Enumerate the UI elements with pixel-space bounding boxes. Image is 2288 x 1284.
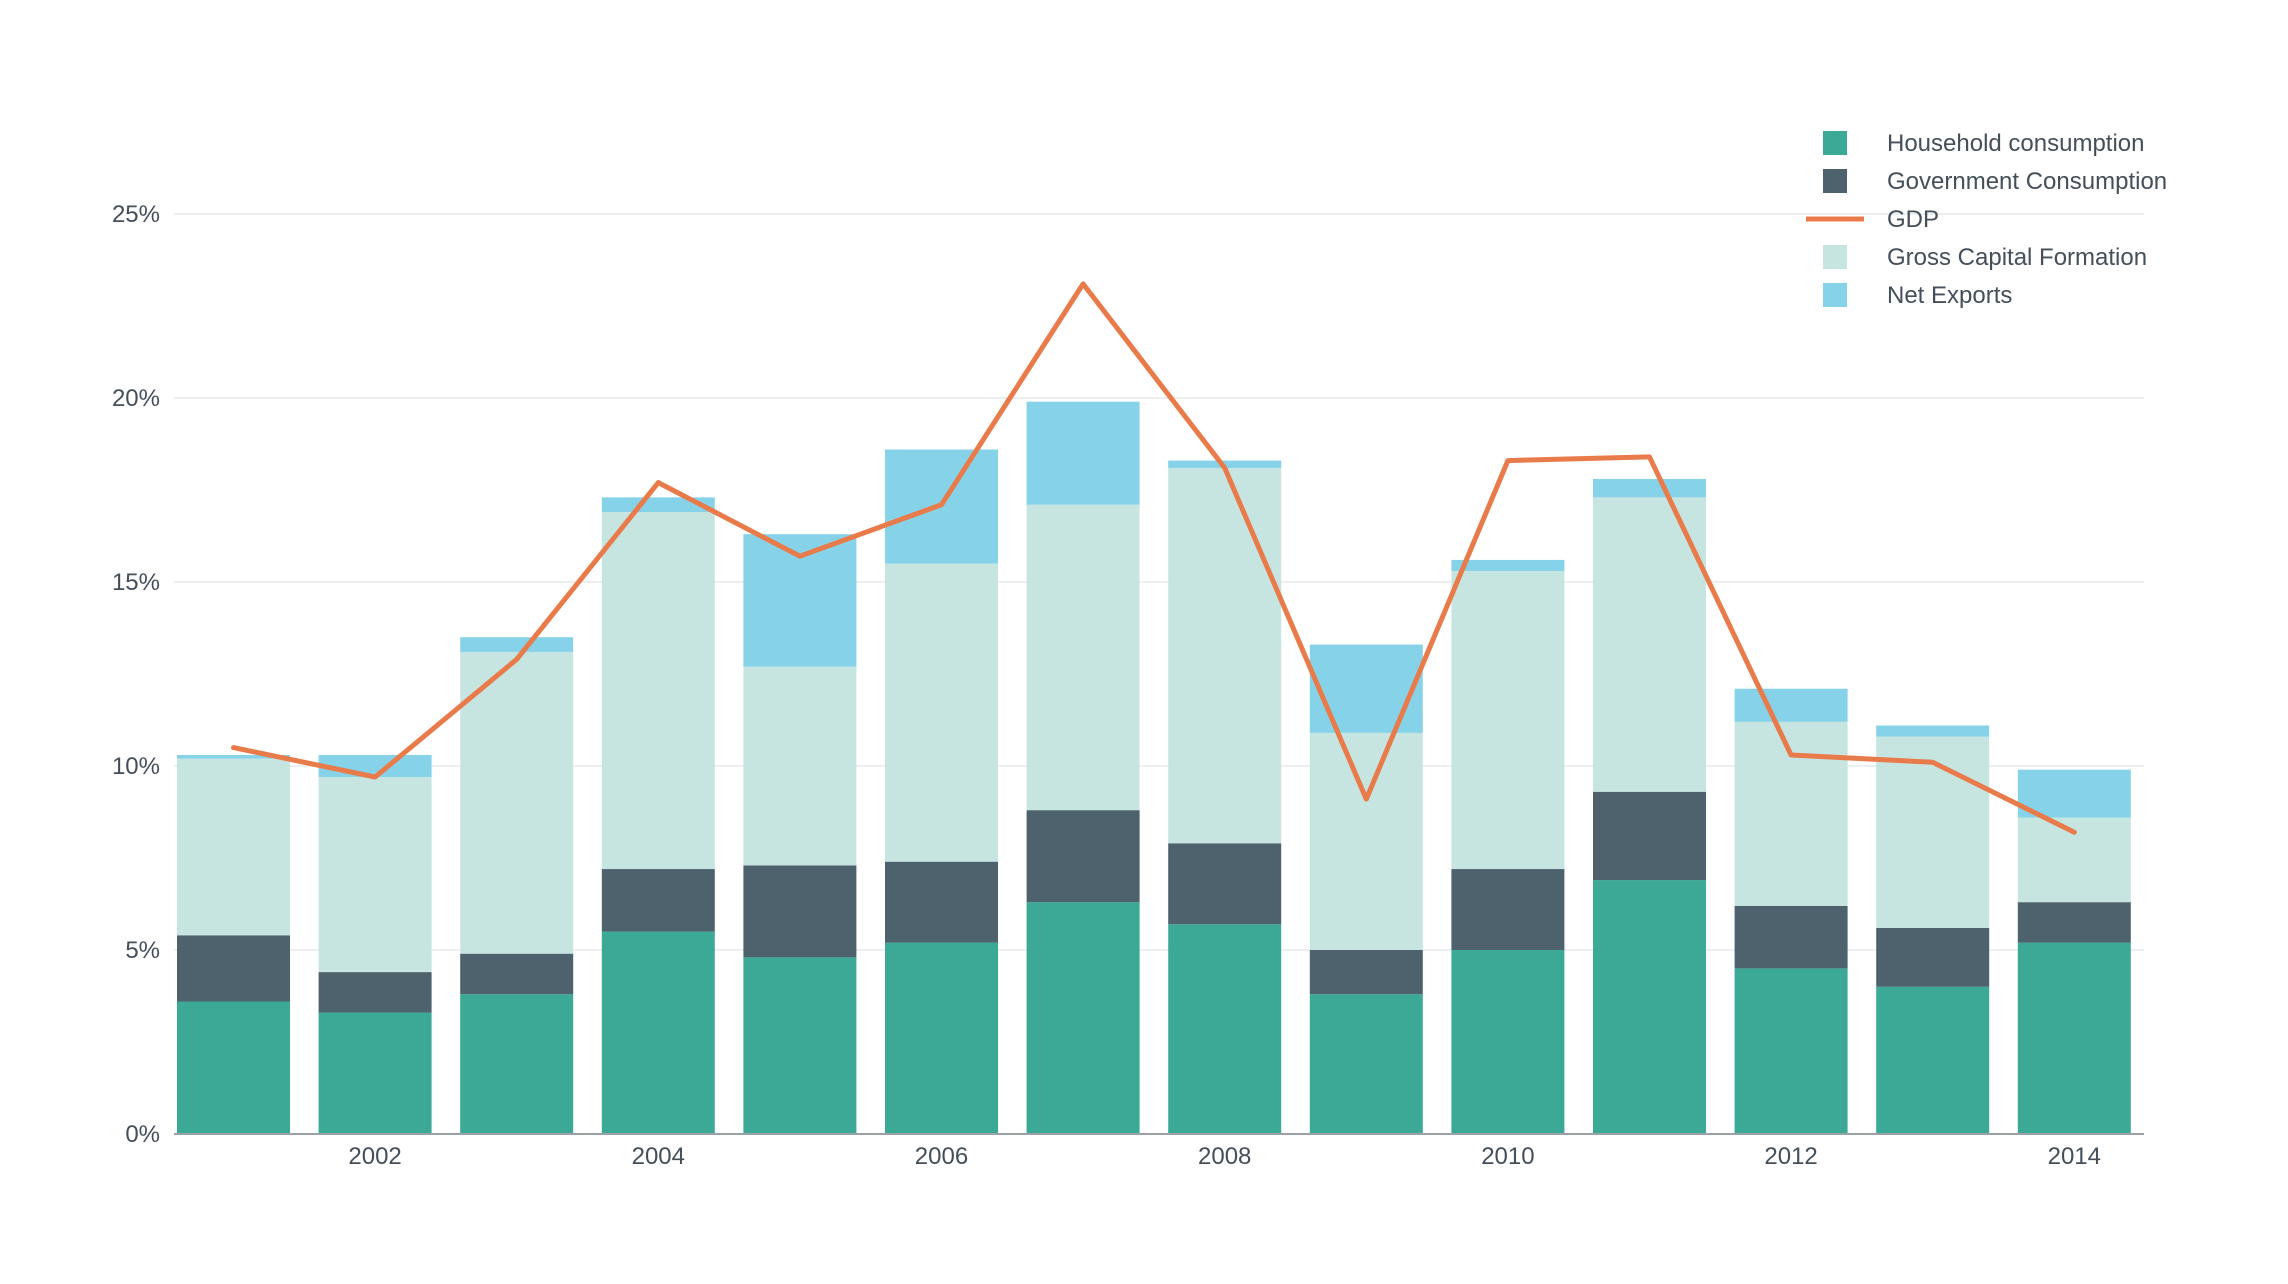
bar-segment (1026, 810, 1140, 903)
bar-segment (1876, 986, 1990, 1134)
bar-segment (743, 865, 857, 958)
bar-segment (2017, 942, 2131, 1134)
bar-segment (1876, 736, 1990, 928)
bar-segment (1593, 497, 1706, 792)
x-tick-label: 2012 (1764, 1143, 1817, 1170)
bar-segment (1451, 950, 1565, 1134)
bar-segment (460, 651, 574, 954)
legend-label: Government Consumption (1887, 168, 2167, 195)
bar-segment (1593, 880, 1706, 1134)
y-tick-label: 20% (112, 385, 160, 412)
x-tick-label: 2006 (915, 1143, 968, 1170)
line-layer (231, 281, 2077, 835)
y-tick-label: 10% (112, 753, 160, 780)
bar-segment (601, 497, 715, 513)
bar-segment (1734, 968, 1848, 1134)
legend-item: Government Consumption (1823, 168, 2167, 195)
bar-segment (1168, 843, 1282, 925)
legend-item: Gross Capital Formation (1823, 244, 2147, 271)
bar-segment (1026, 401, 1140, 505)
bar-segment (601, 931, 715, 1134)
bar-segment (885, 942, 998, 1134)
legend-label: Net Exports (1887, 282, 2012, 309)
bar-segment (2017, 902, 2131, 943)
bar-segment (460, 637, 574, 652)
bar-segment (1451, 570, 1565, 870)
bar-segment (1593, 478, 1706, 498)
x-tick-label: 2008 (1198, 1143, 1251, 1170)
bar-segment (318, 972, 432, 1013)
bar-segment (1309, 732, 1423, 950)
legend-label: GDP (1887, 206, 1939, 233)
x-tick-label: 2010 (1481, 1143, 1534, 1170)
x-tick-label: 2014 (2048, 1143, 2101, 1170)
legend-item: Net Exports (1823, 282, 2012, 309)
bar-segment (177, 754, 290, 759)
legend-swatch (1823, 131, 1847, 155)
bar-segment (177, 935, 290, 1002)
legend-swatch (1823, 245, 1847, 269)
legend-label: Household consumption (1887, 130, 2145, 157)
bar-segment (743, 957, 857, 1134)
bar-segment (1876, 927, 1990, 987)
bar-segment (1309, 644, 1423, 733)
bar-segment (601, 869, 715, 932)
bar-segment (1734, 688, 1848, 722)
bar-segment (177, 1001, 290, 1134)
y-tick-label: 5% (125, 937, 160, 964)
bars-layer (177, 401, 2131, 1134)
gdp-line (231, 281, 2077, 835)
axis-layer: 0% 5% 10% 15% 20% 25% 2002 2004 2006 2008 2010 2012… (112, 201, 2144, 1170)
bar-segment (1168, 467, 1282, 844)
legend-layer: Household consumption Government Consumpt… (1806, 130, 2167, 309)
y-tick-label: 0% (125, 1121, 160, 1148)
bar-segment (2017, 769, 2131, 818)
legend-swatch (1823, 283, 1847, 307)
bar-segment (177, 758, 290, 936)
bar-segment (460, 994, 574, 1134)
bar-segment (743, 666, 857, 866)
bar-segment (1168, 924, 1282, 1134)
x-tick-label: 2002 (348, 1143, 401, 1170)
bar-segment (1026, 504, 1140, 811)
bar-segment (1876, 725, 1990, 737)
bar-segment (1593, 791, 1706, 881)
legend-label: Gross Capital Formation (1887, 244, 2147, 271)
bar-segment (885, 861, 998, 943)
bar-segment (1451, 869, 1565, 950)
y-tick-label: 15% (112, 569, 160, 596)
bar-segment (1309, 950, 1423, 995)
bar-segment (1734, 905, 1848, 969)
x-tick-label: 2004 (632, 1143, 685, 1170)
bar-segment (318, 777, 432, 973)
bar-segment (1026, 902, 1140, 1134)
bar-segment (318, 1012, 432, 1134)
y-tick-label: 25% (112, 201, 160, 228)
bar-segment (460, 953, 574, 995)
bar-segment (318, 754, 432, 778)
bar-segment (1451, 559, 1565, 571)
legend-item: GDP (1806, 206, 1939, 233)
bar-segment (601, 512, 715, 870)
legend-swatch (1823, 169, 1847, 193)
bar-segment (885, 563, 998, 862)
legend-item: Household consumption (1823, 130, 2145, 157)
bar-segment (1309, 994, 1423, 1134)
